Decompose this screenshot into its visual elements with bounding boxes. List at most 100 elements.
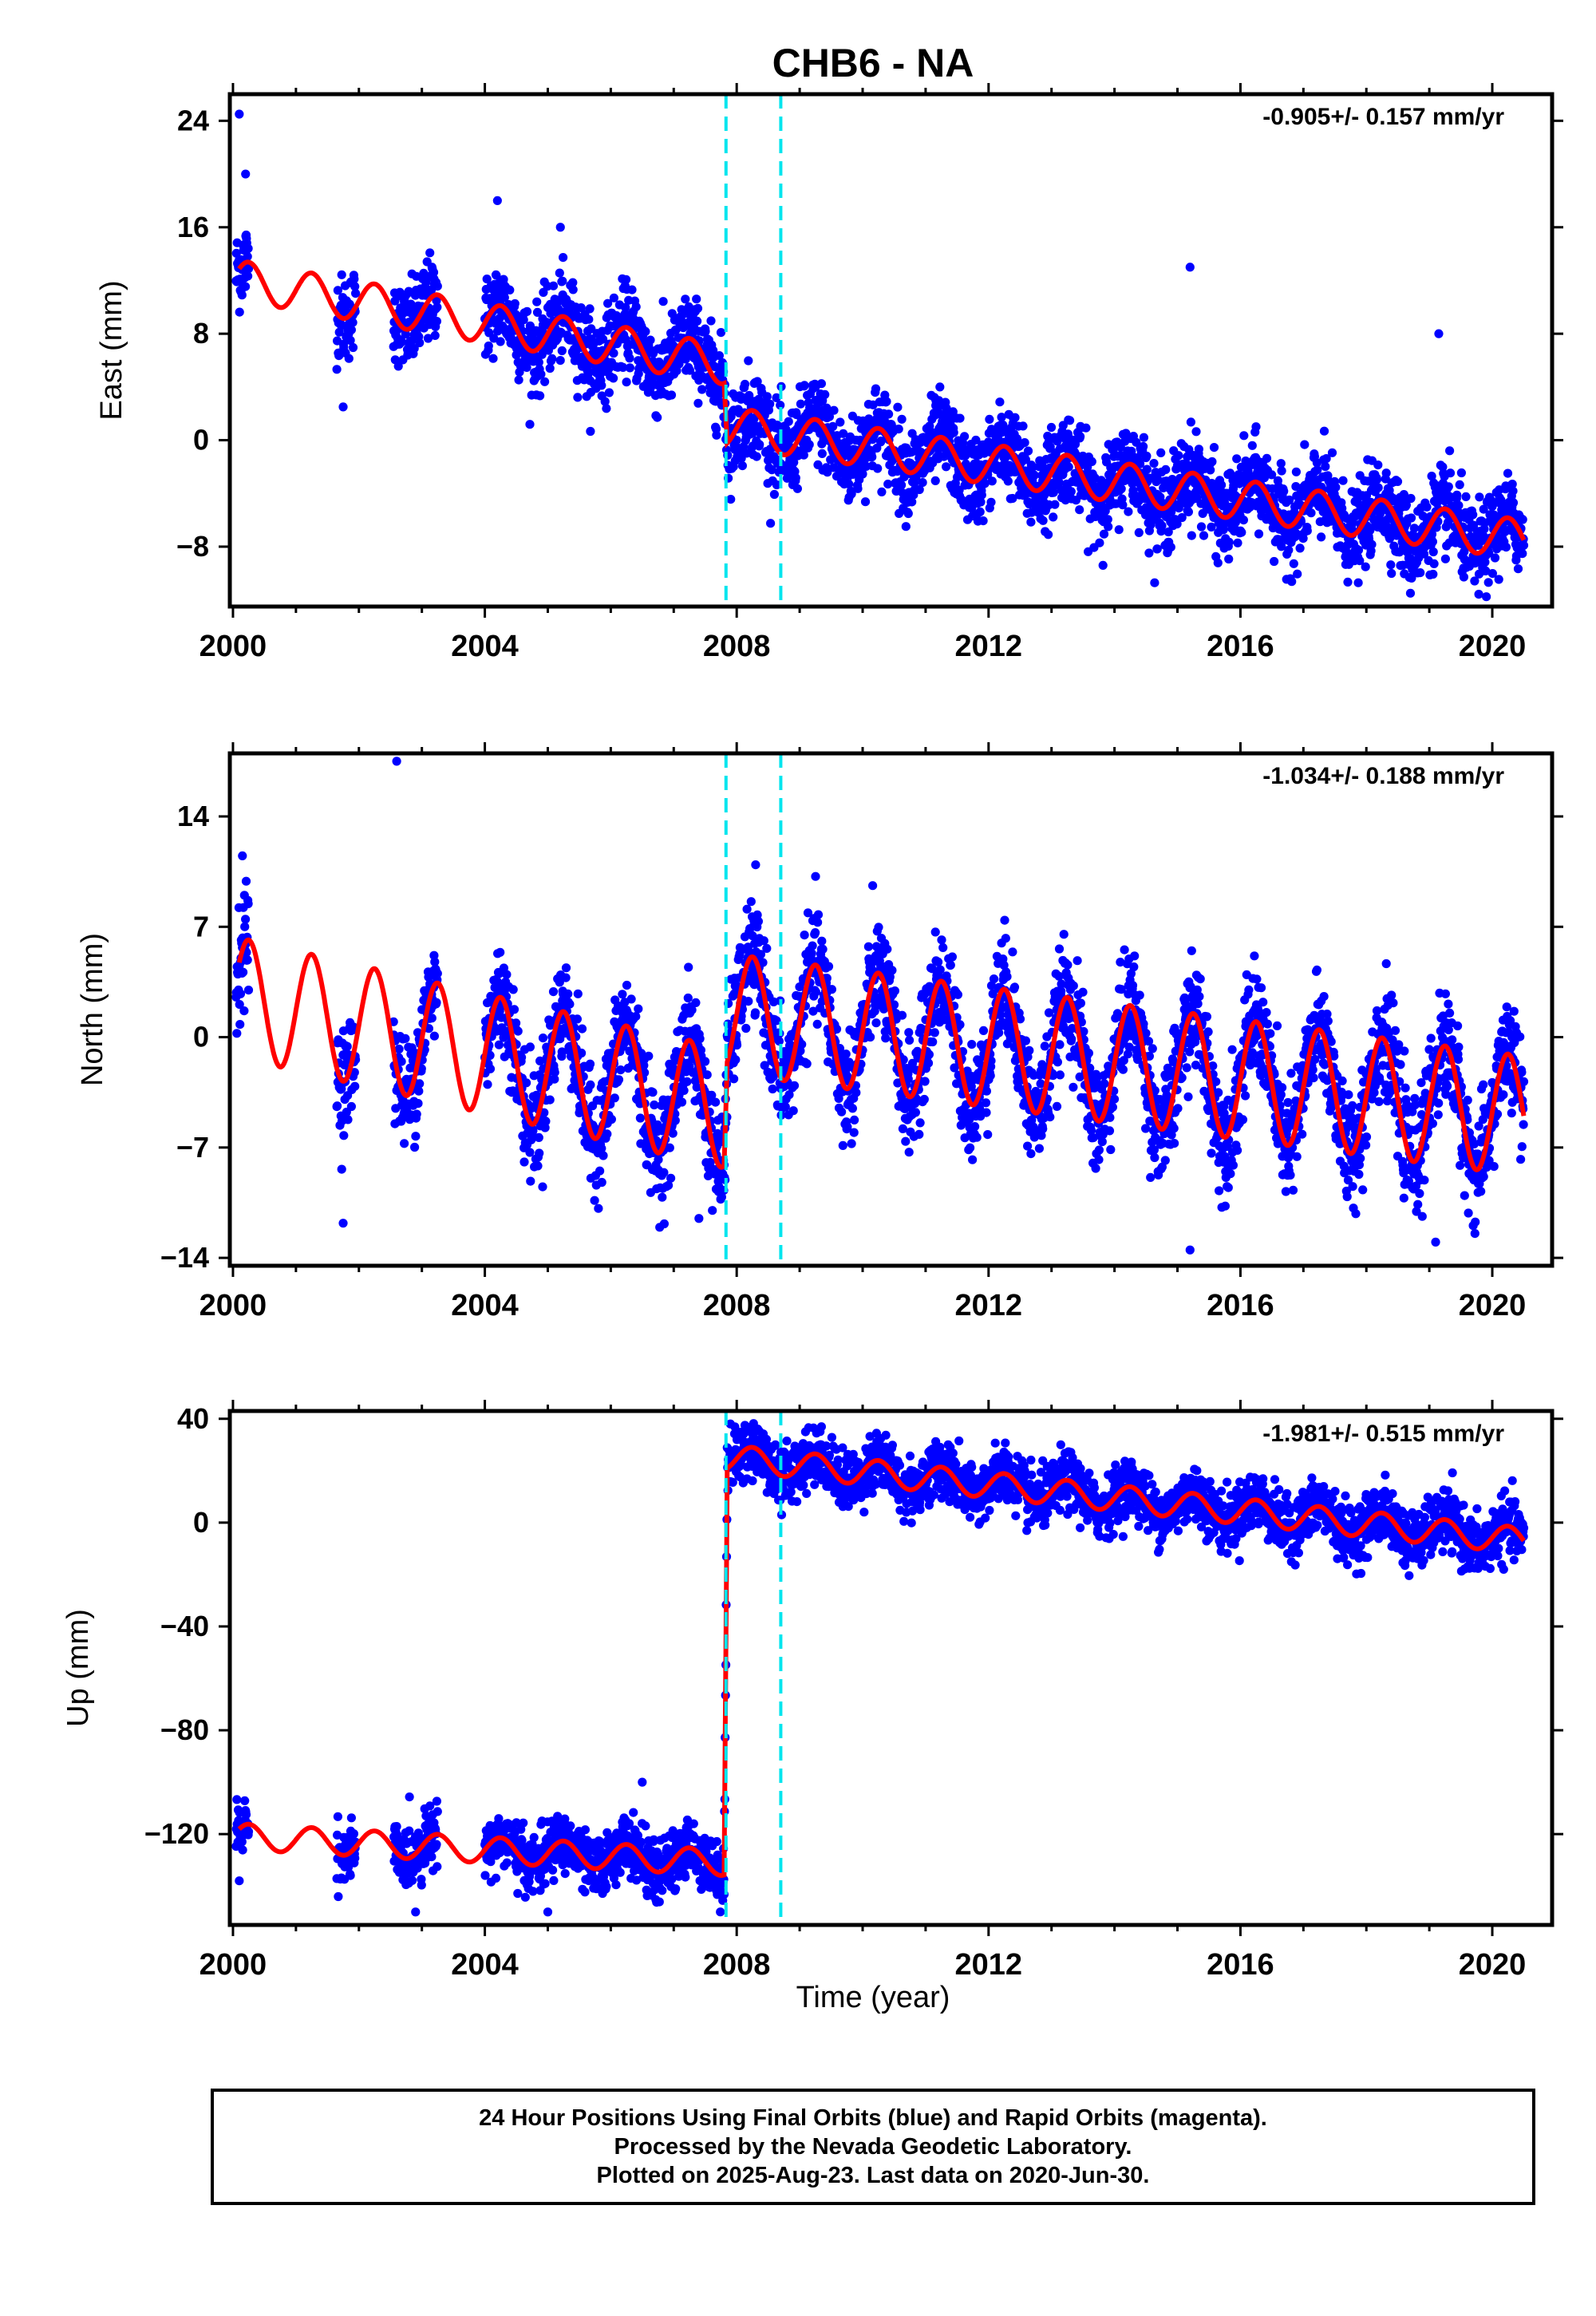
data-point bbox=[1174, 451, 1183, 460]
data-point bbox=[413, 1099, 423, 1109]
data-point bbox=[510, 298, 519, 309]
data-point bbox=[768, 1084, 777, 1094]
data-point bbox=[522, 306, 532, 316]
data-point bbox=[1474, 590, 1483, 599]
data-point bbox=[1108, 445, 1118, 455]
data-point bbox=[863, 942, 873, 951]
data-point bbox=[677, 1097, 687, 1107]
data-point bbox=[555, 356, 565, 366]
data-point bbox=[573, 393, 583, 402]
data-point bbox=[851, 1088, 861, 1097]
data-point bbox=[616, 1065, 626, 1075]
data-point bbox=[243, 899, 253, 908]
data-point bbox=[241, 915, 251, 924]
y-tick-label: −8 bbox=[176, 530, 209, 563]
data-point bbox=[905, 1035, 915, 1045]
data-point bbox=[890, 986, 899, 996]
data-point bbox=[1029, 470, 1039, 480]
data-point bbox=[625, 363, 635, 373]
data-point bbox=[737, 461, 748, 471]
data-point bbox=[813, 910, 824, 919]
data-point bbox=[1519, 540, 1529, 550]
data-point bbox=[987, 476, 997, 486]
x-tick-label: 2020 bbox=[1459, 630, 1527, 663]
data-point bbox=[540, 377, 550, 386]
data-point bbox=[532, 307, 543, 317]
data-point bbox=[985, 414, 994, 425]
data-point bbox=[986, 497, 996, 507]
data-point bbox=[409, 344, 419, 354]
data-point bbox=[634, 1004, 643, 1014]
data-point bbox=[709, 346, 718, 355]
data-point bbox=[397, 1057, 406, 1066]
data-point bbox=[1373, 483, 1383, 492]
data-point bbox=[1207, 456, 1217, 467]
data-point bbox=[928, 1037, 938, 1047]
data-point bbox=[1291, 467, 1301, 476]
data-point bbox=[568, 285, 578, 294]
data-point bbox=[343, 1115, 353, 1124]
data-point bbox=[997, 413, 1006, 422]
data-point bbox=[603, 298, 613, 308]
data-point bbox=[1483, 578, 1493, 587]
data-point bbox=[966, 1143, 975, 1152]
data-point bbox=[759, 936, 768, 946]
data-point bbox=[817, 936, 827, 946]
data-point bbox=[800, 931, 809, 940]
data-point bbox=[332, 365, 342, 374]
data-point bbox=[658, 1192, 667, 1202]
data-point bbox=[800, 381, 809, 390]
data-point bbox=[1361, 562, 1370, 571]
y-axis-label-east: East (mm) bbox=[95, 280, 128, 420]
data-point bbox=[1254, 529, 1264, 539]
data-point bbox=[659, 1168, 669, 1177]
data-point bbox=[986, 1071, 995, 1081]
data-point bbox=[697, 385, 707, 394]
data-point bbox=[1518, 515, 1527, 524]
data-point bbox=[648, 1088, 658, 1097]
data-point bbox=[1518, 549, 1527, 559]
data-point bbox=[1046, 422, 1057, 433]
data-point bbox=[949, 428, 958, 437]
data-point bbox=[1144, 548, 1154, 558]
data-point bbox=[1503, 468, 1513, 478]
data-point bbox=[492, 271, 501, 280]
data-point bbox=[772, 480, 782, 490]
data-point bbox=[828, 421, 838, 432]
data-point bbox=[430, 330, 440, 340]
data-point bbox=[427, 1014, 437, 1023]
data-point bbox=[509, 1005, 519, 1014]
data-point bbox=[772, 393, 781, 402]
data-point bbox=[829, 405, 839, 415]
data-point bbox=[429, 267, 439, 277]
data-point bbox=[1207, 522, 1216, 532]
data-point bbox=[1018, 421, 1028, 431]
data-point bbox=[874, 923, 883, 932]
data-point bbox=[339, 1131, 349, 1140]
data-point bbox=[243, 271, 253, 281]
data-point bbox=[674, 359, 684, 369]
data-point bbox=[1206, 465, 1215, 475]
data-point bbox=[866, 1032, 875, 1042]
data-point bbox=[618, 990, 627, 999]
data-point bbox=[752, 452, 761, 461]
data-point bbox=[750, 1008, 760, 1018]
data-point bbox=[1198, 508, 1207, 519]
data-point bbox=[960, 432, 970, 441]
data-point bbox=[1028, 462, 1038, 472]
data-point bbox=[791, 473, 800, 483]
data-point-outlier bbox=[338, 402, 348, 412]
data-point bbox=[433, 282, 442, 291]
data-point bbox=[1494, 575, 1503, 584]
data-point bbox=[1049, 512, 1058, 522]
data-point bbox=[614, 1075, 624, 1085]
data-point bbox=[483, 1080, 492, 1089]
data-point bbox=[627, 285, 637, 294]
data-point bbox=[1044, 530, 1053, 539]
data-point bbox=[1508, 498, 1519, 508]
data-point bbox=[897, 1010, 907, 1020]
data-point bbox=[1381, 468, 1391, 478]
data-point bbox=[1099, 529, 1109, 539]
data-point bbox=[626, 994, 636, 1004]
data-point bbox=[1319, 426, 1329, 436]
